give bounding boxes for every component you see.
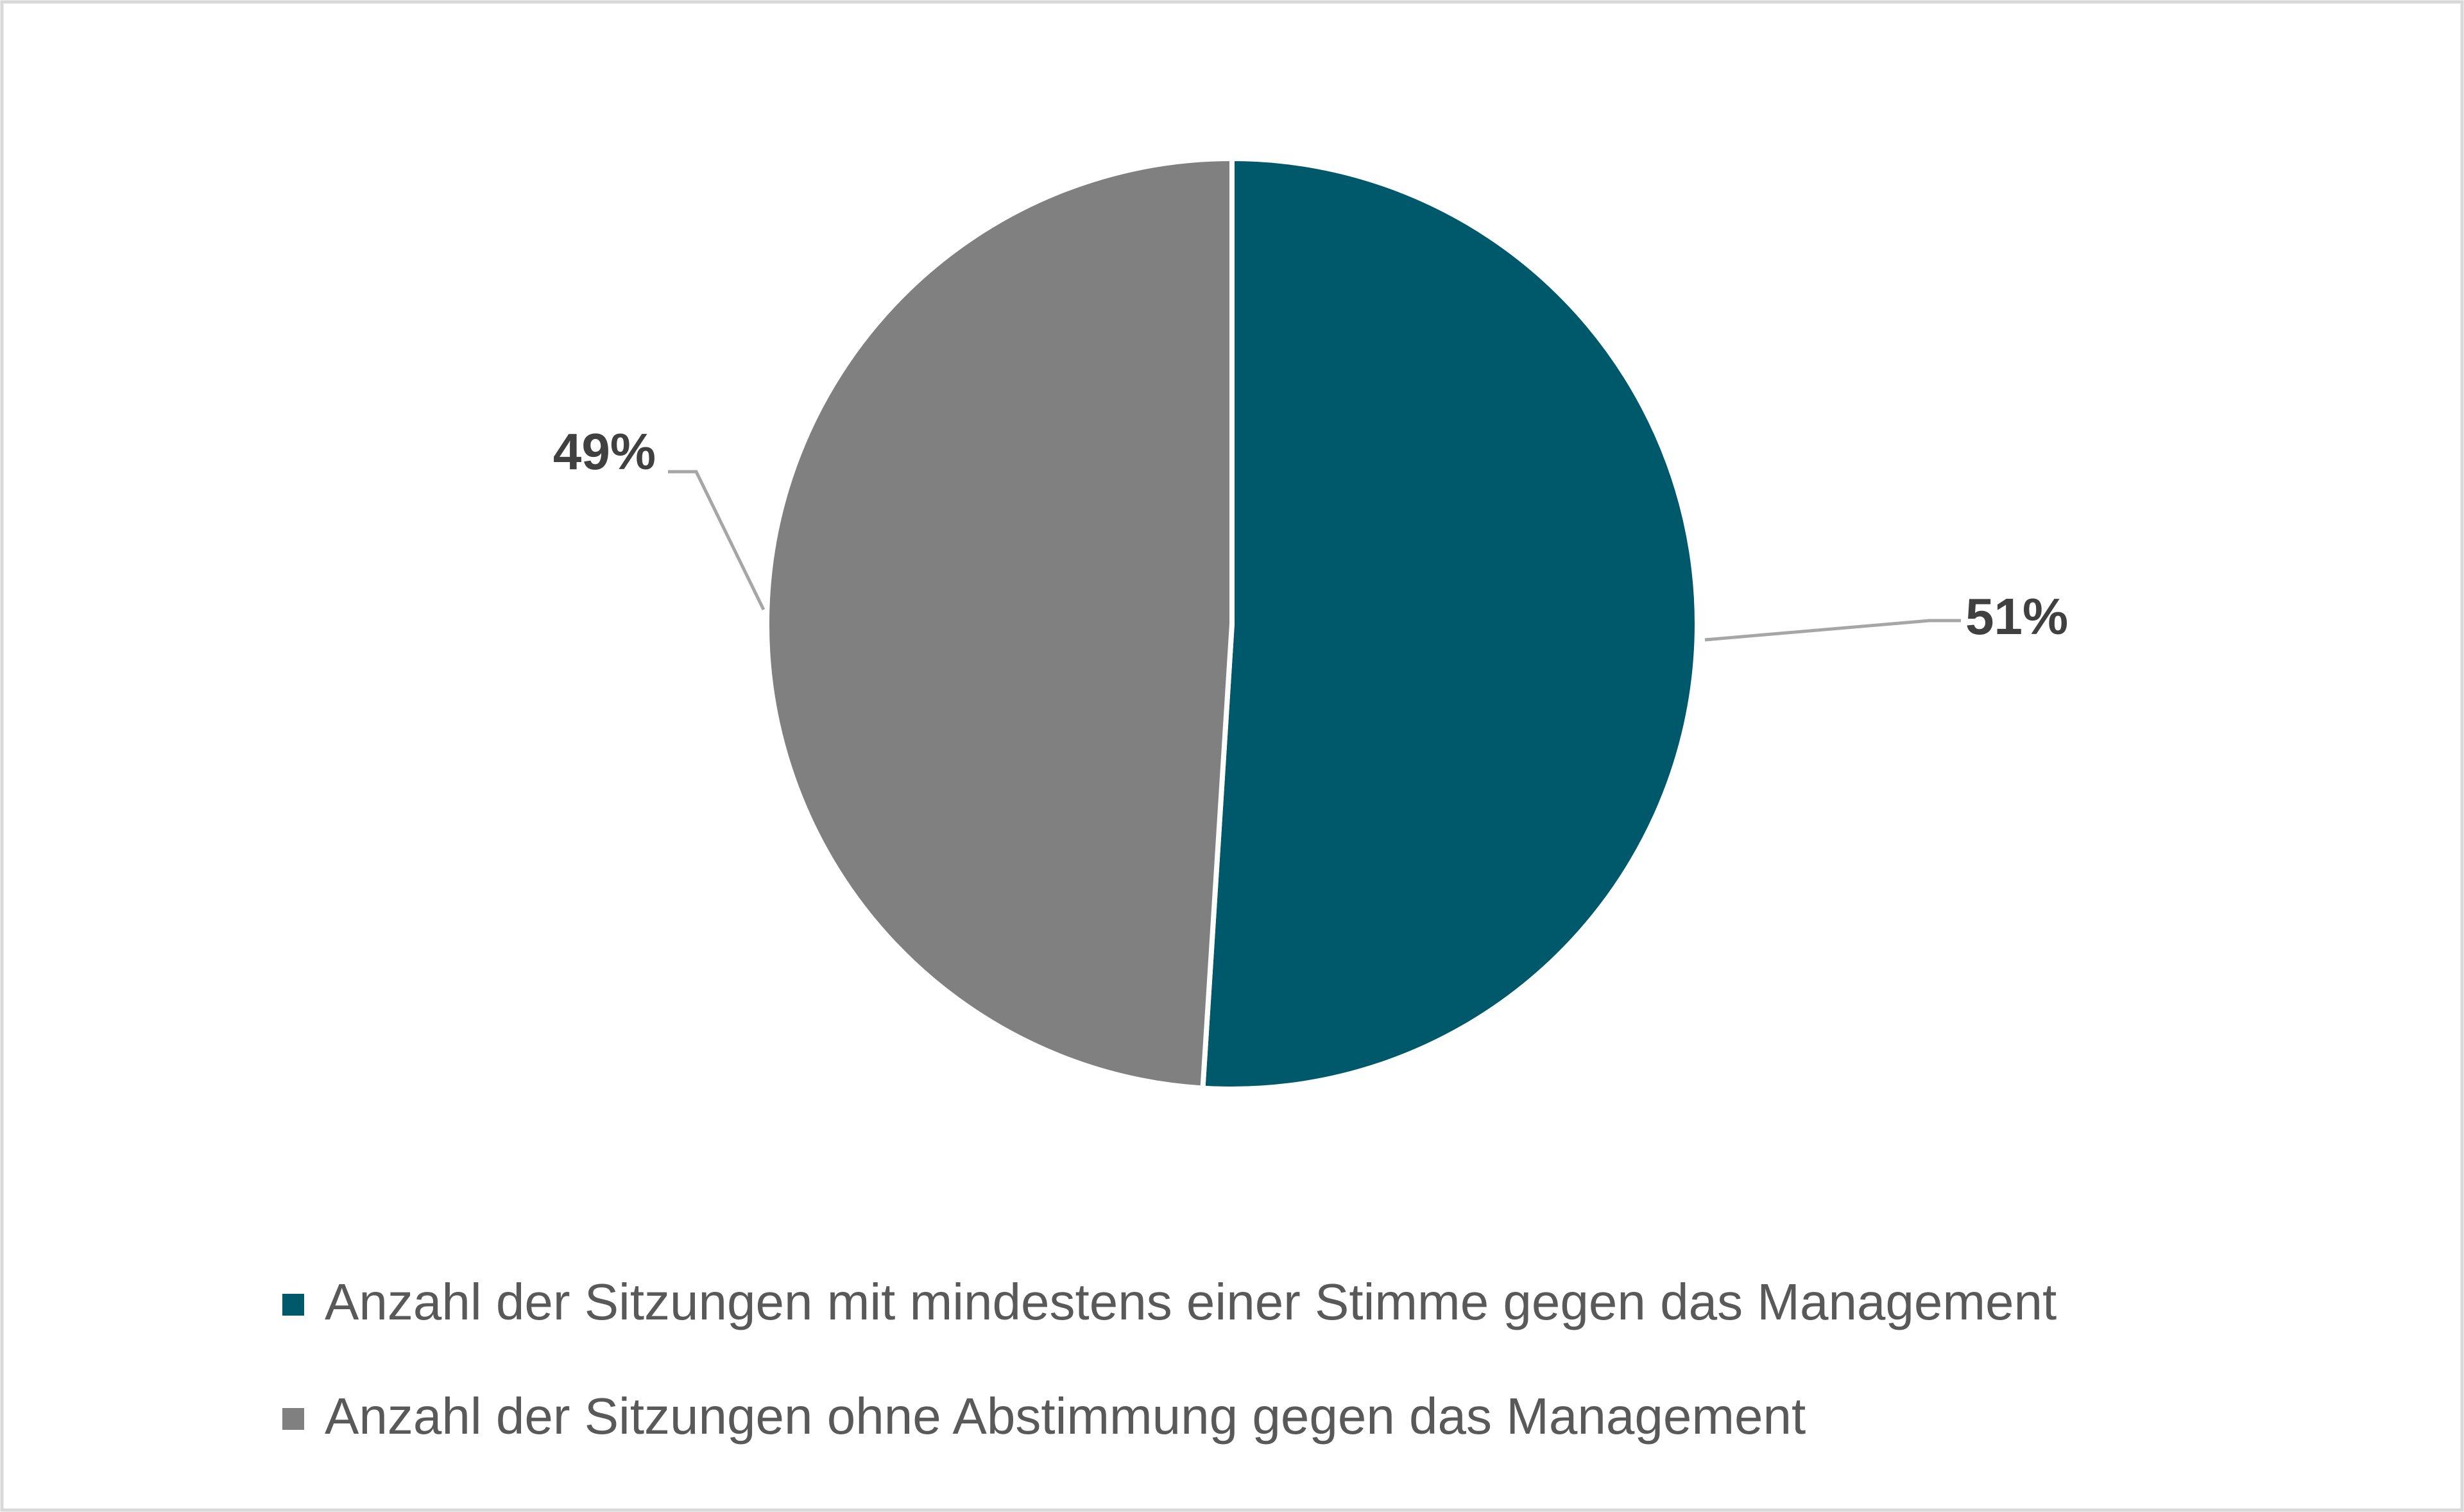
legend-swatch-0 [282, 1294, 304, 1316]
leader-line-slice-1 [668, 470, 766, 611]
leader-line-slice-0 [1704, 619, 1961, 642]
legend-swatch-1 [282, 1408, 304, 1430]
pie-slice-0 [1200, 156, 1700, 1092]
legend: Anzahl der Sitzungen mit mindestens eine… [282, 1273, 2057, 1445]
pie-slices [764, 156, 1700, 1092]
data-label-slice-1: 49% [553, 423, 656, 480]
legend-label-0: Anzahl der Sitzungen mit mindestens eine… [325, 1273, 2057, 1330]
data-label-slice-0: 51% [1965, 588, 2068, 645]
legend-label-1: Anzahl der Sitzungen ohne Abstimmung geg… [325, 1387, 1806, 1445]
pie-slice-1 [764, 156, 1235, 1091]
